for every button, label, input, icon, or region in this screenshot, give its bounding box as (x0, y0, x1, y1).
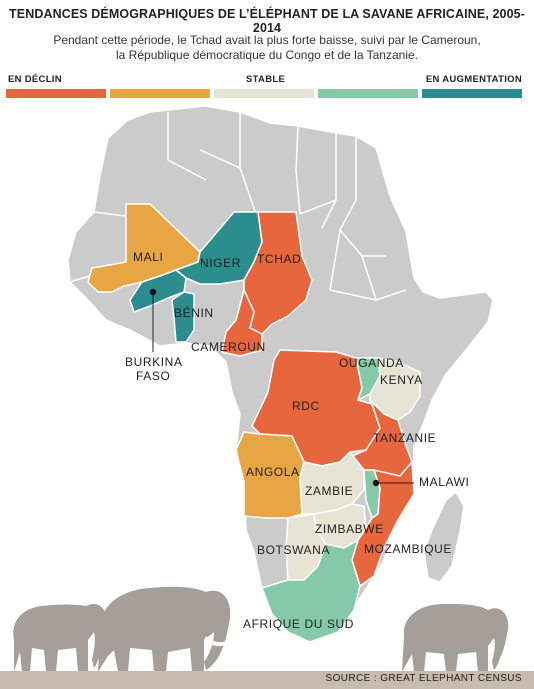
country-regions (87, 203, 421, 643)
subtitle-line-1: Pendant cette période, le Tchad avait la… (53, 33, 481, 47)
map-title: TENDANCES DÉMOGRAPHIQUES DE L’ÉLÉPHANT D… (9, 7, 525, 35)
map-subtitle: Pendant cette période, le Tchad avait la… (30, 33, 504, 63)
legend-swatch-increase (422, 89, 522, 98)
legend-label-decline: EN DÉCLIN (8, 74, 62, 85)
country-labels: MALI NIGER TCHAD BÉNIN CAMEROUN BURKINA … (125, 250, 470, 631)
label-rdc: RDC (292, 399, 320, 413)
ground-strip (0, 671, 534, 689)
label-tanzanie: TANZANIE (373, 431, 436, 445)
label-burkina-line2: FASO (136, 369, 170, 383)
madagascar (423, 491, 465, 583)
elephant-right-illustration (402, 604, 509, 671)
elephant-center-tusk (204, 636, 230, 647)
label-burkina-line1: BURKINA (125, 355, 183, 369)
elephant-center-illustration (98, 586, 231, 671)
label-zimbabwe: ZIMBABWE (315, 522, 384, 536)
label-tchad: TCHAD (257, 252, 301, 266)
legend-swatch-moderate-decline (110, 89, 210, 98)
label-kenya: KENYA (380, 373, 423, 387)
label-zambie: ZAMBIE (305, 484, 353, 498)
source-credit: SOURCE : GREAT ELEPHANT CENSUS (325, 673, 522, 684)
elephant-left-illustration (13, 604, 107, 671)
legend-swatch-decline (6, 89, 106, 98)
legend-swatch-moderate-increase (318, 89, 418, 98)
label-cameroun: CAMEROUN (191, 340, 266, 354)
label-benin: BÉNIN (174, 305, 214, 320)
internal-borders (69, 112, 407, 301)
subtitle-line-2: la République démocratique du Congo et d… (116, 48, 418, 62)
country-benin (171, 291, 195, 343)
label-botswana: BOTSWANA (257, 543, 330, 557)
country-afrique-du-sud (261, 539, 361, 643)
label-angola: ANGOLA (246, 465, 300, 479)
country-angola (235, 431, 305, 519)
country-zambie (299, 451, 365, 515)
legend-label-increase: EN AUGMENTATION (425, 74, 522, 85)
country-burkina (129, 269, 187, 313)
label-ouganda: OUGANDA (339, 356, 404, 370)
callouts (149, 288, 414, 487)
africa-map: MALI NIGER TCHAD BÉNIN CAMEROUN BURKINA … (13, 105, 509, 671)
country-cameroun (221, 289, 263, 357)
label-malawi: MALAWI (419, 475, 470, 489)
label-mali: MALI (133, 250, 163, 264)
label-afrique-du-sud: AFRIQUE DU SUD (243, 617, 354, 631)
label-niger: NIGER (200, 256, 241, 270)
legend-label-stable: STABLE (246, 74, 286, 85)
country-niger (175, 211, 263, 285)
malawi-marker-dot (372, 479, 380, 487)
label-mozambique: MOZAMBIQUE (364, 542, 452, 556)
legend-swatch-stable (214, 89, 314, 98)
burkina-marker-dot (149, 288, 157, 296)
elephant-illustrations (13, 586, 509, 671)
